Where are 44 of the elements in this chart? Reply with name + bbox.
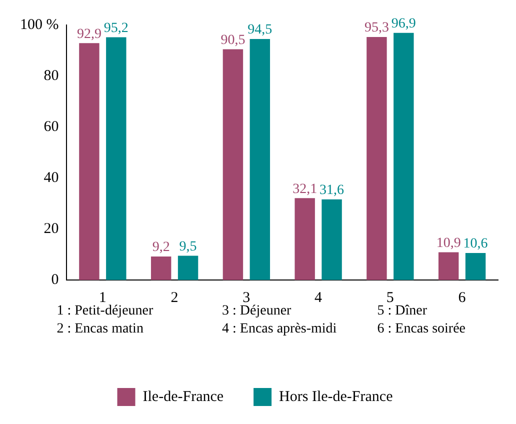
bar [438, 252, 459, 280]
y-tick-label: 20 [44, 220, 59, 237]
legend-label: Hors Ile-de-France [279, 388, 394, 405]
data-label: 32,1 [292, 182, 318, 197]
y-tick-label: 100 % [20, 16, 59, 33]
text: 2 : Encas matin [56, 322, 144, 337]
y-tick-label: 80 [44, 68, 59, 84]
x-tick-label: 5 [386, 290, 394, 306]
data-label: 94,5 [248, 22, 272, 38]
data-label: 90,5 [220, 32, 246, 48]
bar [294, 198, 315, 280]
x-tick-label: 6 [458, 290, 466, 306]
data-label: 95,3 [364, 20, 389, 36]
text: 5 : Dîner [377, 304, 428, 319]
y-tick-label: 0 [51, 272, 59, 288]
data-label: 95,2 [104, 20, 128, 36]
data-label: 9,5 [179, 239, 197, 254]
x-tick-label: 1 [98, 290, 106, 306]
data-label: 92,9 [76, 26, 102, 42]
text: 1 : Petit-déjeuner [56, 304, 154, 319]
bar [222, 49, 244, 280]
y-tick-label: 40 [44, 170, 59, 186]
data-label: 96,9 [391, 16, 416, 32]
x-tick-label: 3 [242, 290, 250, 306]
bar [322, 199, 342, 280]
data-label: 31,6 [320, 183, 344, 198]
bar [465, 252, 486, 280]
bar [394, 32, 414, 280]
legend-label: Ile-de-France [142, 388, 224, 405]
x-tick-label: 2 [170, 290, 178, 306]
bar [106, 37, 126, 280]
data-label: 10,9 [436, 236, 461, 251]
y-tick-label: 60 [44, 118, 59, 135]
text: 6 : Encas soirée [377, 322, 466, 337]
data-label: 9,2 [152, 240, 170, 256]
text: 4 : Encas après-midi [222, 322, 337, 337]
data-label: 10,6 [463, 236, 488, 252]
bar [366, 36, 387, 280]
bar [178, 256, 198, 280]
bar [150, 256, 172, 280]
text: 3 : Déjeuner [222, 304, 292, 319]
x-tick-label: 4 [314, 290, 323, 306]
bar [250, 39, 270, 280]
bar [79, 43, 100, 280]
